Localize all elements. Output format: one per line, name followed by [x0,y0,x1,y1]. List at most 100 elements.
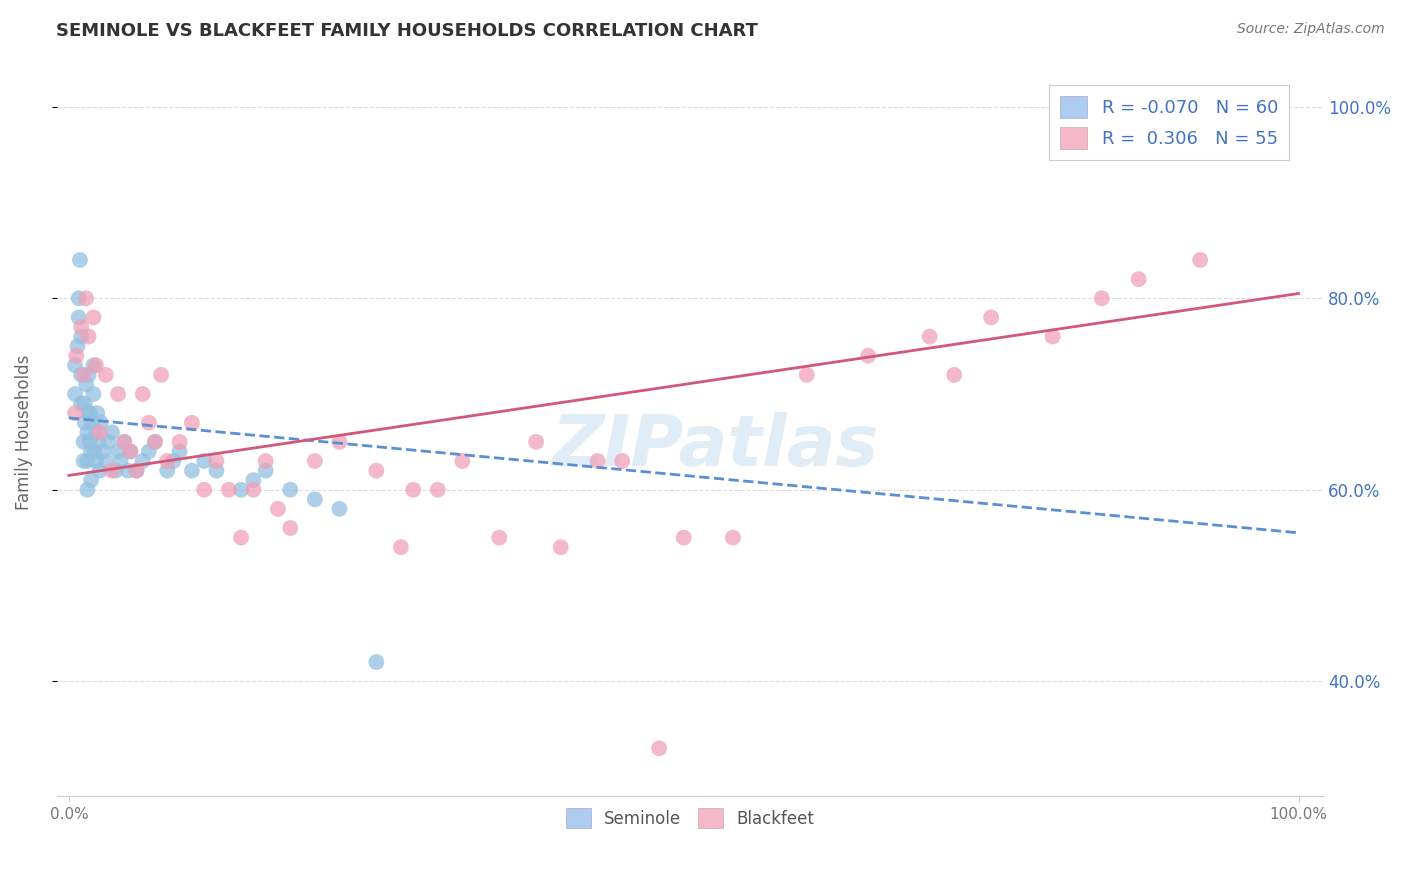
Point [107,387,129,401]
Point [80,473,103,487]
Point [451,454,474,468]
Point [75,291,97,305]
Point [107,444,129,458]
Point [75,377,97,392]
Point [86,406,108,420]
Point [524,434,547,449]
Point [76,454,98,468]
Point [125,464,148,478]
Point [97,434,120,449]
Point [77,368,100,382]
Point [1042,329,1064,343]
Point [117,464,139,478]
Point [101,425,124,440]
Point [84,425,107,440]
Point [83,444,105,458]
Point [94,368,117,382]
Point [91,444,114,458]
Y-axis label: Family Households: Family Households [15,355,32,510]
Point [169,434,191,449]
Point [82,416,104,430]
Point [918,329,941,343]
Point [156,464,179,478]
Point [156,454,179,468]
Point [69,252,91,267]
Point [672,531,695,545]
Point [66,339,89,353]
Point [304,454,326,468]
Point [242,473,264,487]
Point [63,387,86,401]
Point [73,416,96,430]
Point [101,464,124,478]
Point [218,483,240,497]
Point [70,368,93,382]
Point [112,434,135,449]
Point [162,454,184,468]
Point [193,454,215,468]
Point [83,310,105,325]
Point [80,444,103,458]
Point [278,483,301,497]
Point [229,531,252,545]
Point [1091,291,1114,305]
Point [721,531,744,545]
Point [488,531,510,545]
Point [169,444,191,458]
Point [131,387,153,401]
Point [648,741,671,756]
Point [63,359,86,373]
Point [120,444,142,458]
Point [73,396,96,410]
Point [77,329,100,343]
Point [612,454,634,468]
Point [70,329,93,343]
Point [73,434,96,449]
Point [229,483,252,497]
Point [1128,272,1150,286]
Point [104,464,127,478]
Point [278,521,301,535]
Point [402,483,425,497]
Point [943,368,966,382]
Text: Source: ZipAtlas.com: Source: ZipAtlas.com [1237,22,1385,37]
Point [73,368,96,382]
Point [328,502,350,516]
Point [328,434,350,449]
Legend: Seminole, Blackfeet: Seminole, Blackfeet [560,801,821,835]
Point [110,454,132,468]
Point [83,387,105,401]
Point [389,540,412,554]
Point [143,434,166,449]
Text: SEMINOLE VS BLACKFEET FAMILY HOUSEHOLDS CORRELATION CHART: SEMINOLE VS BLACKFEET FAMILY HOUSEHOLDS … [56,22,758,40]
Point [90,416,112,430]
Point [70,396,93,410]
Point [94,454,117,468]
Point [267,502,290,516]
Point [180,464,202,478]
Point [426,483,449,497]
Point [70,320,93,334]
Point [254,464,277,478]
Point [89,425,111,440]
Point [856,349,879,363]
Point [366,655,388,669]
Point [76,483,98,497]
Point [79,434,101,449]
Point [67,291,90,305]
Point [205,464,228,478]
Point [65,349,87,363]
Point [84,454,107,468]
Point [205,454,228,468]
Point [796,368,818,382]
Point [63,406,86,420]
Point [76,425,98,440]
Point [84,359,107,373]
Point [143,434,166,449]
Point [77,406,100,420]
Point [180,416,202,430]
Point [87,434,110,449]
Point [1189,252,1212,267]
Point [131,454,153,468]
Point [193,483,215,497]
